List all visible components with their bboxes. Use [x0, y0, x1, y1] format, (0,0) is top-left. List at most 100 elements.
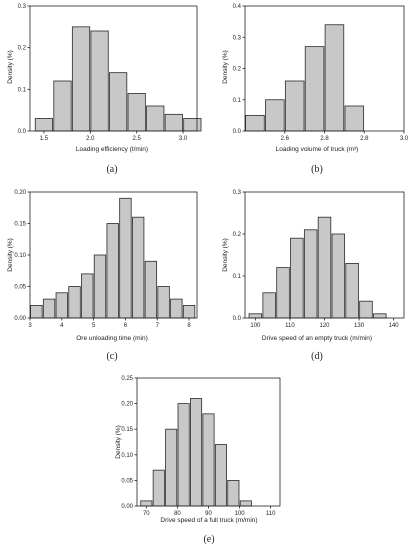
- x-tick-label: 4: [60, 323, 64, 329]
- histogram-bar: [146, 105, 165, 132]
- histogram-bar: [344, 105, 365, 132]
- histogram-bar: [93, 254, 107, 319]
- panel-label-e: (e): [203, 534, 214, 545]
- x-tick-label: 2.0: [86, 136, 95, 142]
- histogram-bar: [276, 267, 290, 319]
- x-tick-label: 70: [143, 511, 150, 517]
- x-tick-label: 3.0: [179, 136, 188, 142]
- histogram-bar: [119, 197, 132, 319]
- y-tick-label: 0.3: [233, 35, 242, 41]
- histogram-bar: [81, 273, 94, 319]
- histogram-bar: [106, 223, 119, 319]
- histogram-bar: [227, 479, 240, 507]
- y-axis-label-c: Density (%): [7, 238, 14, 272]
- y-tick-label: 0.10: [121, 453, 133, 459]
- histogram-bar: [177, 403, 190, 507]
- y-tick-label: 0.1: [233, 98, 242, 104]
- histogram-bar: [170, 298, 183, 319]
- x-tick-label: 140: [389, 323, 400, 329]
- histogram-bar: [183, 118, 202, 132]
- histogram-bar: [317, 216, 332, 319]
- y-tick-label: 0.0: [233, 129, 242, 135]
- y-tick-label: 0.2: [233, 232, 242, 238]
- histogram-bar: [248, 313, 263, 319]
- y-tick-label: 0.15: [121, 427, 133, 433]
- histogram-bar: [262, 292, 276, 319]
- x-axis-label-e: Drive speed of a full truck (m/min): [160, 517, 257, 524]
- histogram-bar: [42, 298, 56, 319]
- x-tick-label: 8: [187, 323, 191, 329]
- x-tick-label: 90: [205, 511, 212, 517]
- y-axis-label-d: Density (%): [222, 238, 229, 272]
- histogram-bar: [182, 304, 196, 319]
- chart-panel-d: Density (%) Drive speed of an empty truc…: [222, 190, 405, 362]
- histogram-bar: [164, 113, 183, 132]
- histogram-bar: [345, 262, 359, 319]
- x-tick-label: 80: [174, 511, 181, 517]
- x-tick-label: 2.8: [360, 136, 369, 142]
- x-tick-label: 2.6: [281, 136, 290, 142]
- histogram-bar: [90, 30, 109, 132]
- histogram-bar: [239, 500, 252, 507]
- chart-panel-b: Density (%) Loading volume of truck (m³)…: [222, 4, 409, 175]
- x-tick-label: 130: [354, 323, 365, 329]
- y-tick-label: 0.00: [121, 504, 133, 510]
- y-tick-label: 0.3: [233, 190, 242, 196]
- x-axis-label-d: Drive speed of an empty truck (m/min): [262, 335, 372, 342]
- y-tick-label: 0.15: [14, 222, 26, 228]
- y-tick-label: 0.05: [14, 285, 26, 291]
- histogram-bar: [284, 80, 305, 132]
- histogram-bar: [34, 118, 53, 132]
- y-tick-label: 0.2: [18, 46, 27, 52]
- y-tick-label: 0.0: [18, 129, 27, 135]
- x-tick-label: 100: [250, 323, 261, 329]
- x-tick-label: 1.5: [40, 136, 49, 142]
- histogram-bar: [245, 114, 265, 132]
- y-tick-label: 0.4: [233, 4, 242, 10]
- x-tick-label: 6: [124, 323, 128, 329]
- panel-label-d: (d): [311, 351, 323, 362]
- histogram-bar: [165, 428, 178, 507]
- histogram-bar: [202, 413, 215, 507]
- y-tick-label: 0.25: [121, 376, 133, 382]
- histogram-bar: [127, 93, 146, 132]
- histogram-bar: [303, 229, 318, 319]
- panel-label-b: (b): [311, 164, 323, 175]
- histogram-bar: [131, 216, 145, 319]
- plot-frame: [29, 5, 198, 132]
- histogram-bar: [109, 72, 128, 132]
- x-tick-label: 2.8: [320, 136, 329, 142]
- panel-label-a: (a): [106, 164, 117, 175]
- x-tick-label: 3.0: [400, 136, 409, 142]
- y-tick-label: 0.1: [233, 274, 242, 280]
- histogram-bar: [68, 286, 81, 319]
- x-tick-label: 7: [156, 323, 160, 329]
- y-axis-label-b: Density (%): [222, 50, 229, 84]
- x-tick-label: 5: [92, 323, 96, 329]
- chart-panel-a: Density (%) Loading efficiency (t/min) (…: [7, 4, 202, 175]
- x-axis-label-a: Loading efficiency (t/min): [76, 146, 148, 153]
- histogram-bar: [359, 300, 373, 319]
- panel-label-c: (c): [106, 351, 117, 362]
- x-tick-label: 2.5: [133, 136, 142, 142]
- x-tick-label: 100: [235, 511, 246, 517]
- histogram-bar: [190, 398, 203, 507]
- y-tick-label: 0.20: [121, 402, 133, 408]
- histogram-bar: [71, 26, 91, 132]
- y-tick-label: 0.0: [233, 316, 242, 322]
- histogram-bar: [55, 292, 68, 319]
- y-tick-label: 0.10: [14, 253, 26, 259]
- x-tick-label: 3: [28, 323, 32, 329]
- y-axis-label-e: Density (%): [115, 425, 122, 459]
- x-tick-label: 110: [266, 511, 276, 517]
- histogram-bar: [30, 304, 43, 319]
- y-tick-label: 0.05: [121, 478, 133, 484]
- x-tick-label: 110: [285, 323, 295, 329]
- histogram-bar: [140, 500, 153, 507]
- y-axis-label-a: Density (%): [7, 50, 14, 84]
- histogram-bar: [53, 80, 72, 132]
- y-tick-label: 0.20: [14, 190, 26, 196]
- histogram-bar: [290, 237, 304, 319]
- histogram-bar: [214, 444, 227, 507]
